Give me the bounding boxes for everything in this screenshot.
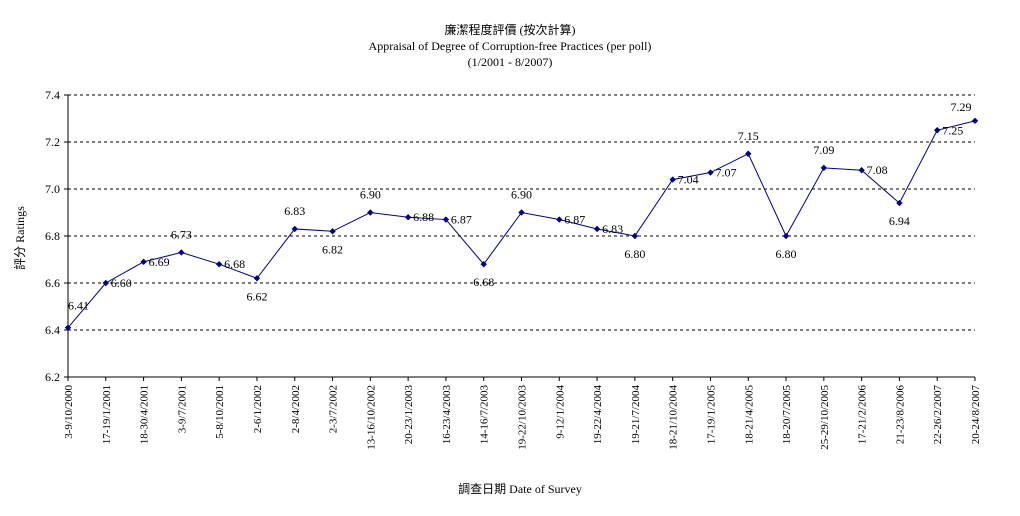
x-tick-label: 17-21/2/2006 (857, 385, 869, 445)
data-point (971, 117, 979, 125)
data-label: 6.41 (68, 299, 89, 313)
x-tick-label: 16-23/4/2003 (441, 385, 453, 445)
x-tick-label: 5-8/10/2001 (214, 385, 226, 439)
x-tick-label: 13-16/10/2002 (365, 385, 377, 450)
data-label: 6.82 (322, 242, 343, 256)
chart-title: 廉潔程度評價 (按次計算) (444, 23, 576, 37)
x-tick-label: 22-26/2/2007 (932, 385, 944, 445)
data-point (518, 209, 525, 216)
x-tick-label: 20-23/1/2003 (403, 385, 415, 445)
data-label: 6.87 (564, 213, 585, 227)
series-line (67, 120, 976, 328)
data-point (404, 214, 412, 221)
x-tick-label: 9-12/1/2004 (554, 385, 566, 439)
data-labels: 6.41 6.60 6.696.73 6.68 6.62 6.83 6.82 6.90 6.88… (68, 100, 972, 313)
x-tick-label: 3-9/7/2001 (176, 385, 188, 433)
data-point (934, 127, 941, 134)
y-tick-labels: 6.2 6.4 6.6 6.8 7.0 7.2 7.4 (45, 88, 60, 384)
data-label: 6.80 (776, 247, 797, 261)
y-tick-label: 6.6 (45, 276, 60, 290)
data-point (64, 324, 72, 331)
x-tick-label: 20-24/8/2007 (970, 385, 982, 445)
data-label: 7.07 (715, 166, 736, 180)
x-tick-label: 17-19/1/2001 (101, 385, 113, 444)
data-label: 6.83 (284, 204, 305, 218)
data-point (442, 216, 450, 223)
chart-subtitle: Appraisal of Degree of Corruption-free P… (368, 39, 652, 53)
data-label: 6.83 (602, 222, 623, 236)
data-label: 7.15 (738, 129, 759, 143)
x-tick-label: 2-8/4/2002 (290, 385, 302, 433)
x-tick-label: 19-22/4/2004 (592, 385, 604, 445)
data-point (707, 169, 714, 176)
gridlines (68, 94, 975, 331)
data-label: 6.94 (889, 214, 910, 228)
series (64, 117, 979, 331)
data-label: 6.68 (473, 275, 494, 289)
x-tick-label: 18-21/10/2004 (668, 385, 680, 450)
x-tick-label: 18-21/4/2005 (743, 385, 755, 445)
x-axis-title: 調查日期 Date of Survey (458, 482, 582, 496)
data-label: 6.68 (224, 257, 245, 271)
data-point (593, 225, 601, 233)
x-tick-label: 25-29/10/2005 (819, 385, 831, 450)
data-point (367, 209, 374, 216)
data-point (215, 261, 223, 268)
data-label: 7.25 (942, 123, 963, 137)
x-tick-label: 21-23/8/2006 (894, 385, 906, 445)
x-tick-label: 18-30/4/2001 (139, 385, 151, 444)
y-tick-label: 7.0 (45, 182, 60, 196)
data-label: 6.60 (111, 276, 132, 290)
data-point (253, 275, 261, 282)
y-tick-label: 7.4 (45, 88, 60, 102)
data-point (896, 199, 903, 207)
x-tick-label: 3-9/10/2000 (63, 385, 75, 439)
data-point (669, 176, 676, 183)
data-point (820, 164, 828, 172)
data-label: 6.87 (451, 213, 472, 227)
data-point (631, 232, 639, 240)
y-axis-title: 評分 Ratings (12, 206, 27, 270)
data-point (858, 167, 865, 174)
x-tick-label: 19-22/10/2003 (517, 385, 529, 450)
y-tick-label: 7.2 (45, 135, 60, 149)
data-label: 6.90 (360, 188, 381, 202)
data-point (480, 261, 487, 268)
data-label: 6.88 (413, 210, 434, 224)
x-tick-label: 19-21/7/2004 (630, 385, 642, 445)
data-point (102, 279, 109, 287)
data-label: 7.09 (813, 143, 834, 157)
data-label: 7.29 (951, 100, 972, 114)
y-tick-label: 6.4 (45, 323, 60, 337)
data-point (291, 225, 298, 233)
x-tick-label: 18-20/7/2005 (781, 385, 793, 445)
data-label: 7.04 (678, 173, 699, 187)
x-tick-labels: 3-9/10/2000 17-19/1/2001 18-30/4/2001 3-9/7… (63, 385, 982, 450)
data-label: 6.73 (171, 227, 192, 241)
data-label: 6.69 (149, 255, 170, 269)
data-point (140, 258, 147, 266)
x-tick-label: 2-3/7/2002 (328, 385, 340, 433)
x-tick-label: 2-6/1/2002 (252, 385, 264, 433)
x-tick-label: 17-19/1/2005 (705, 385, 717, 445)
axes (64, 94, 976, 381)
data-label: 7.08 (867, 163, 888, 177)
chart-title-block: 廉潔程度評價 (按次計算) Appraisal of Degree of Cor… (0, 22, 1020, 70)
data-point (782, 232, 790, 240)
data-point (745, 150, 752, 157)
y-tick-label: 6.8 (45, 229, 60, 243)
data-point (556, 216, 563, 223)
chart-period: (1/2001 - 8/2007) (467, 55, 553, 69)
data-label: 6.62 (246, 289, 267, 303)
x-tick-label: 14-16/7/2003 (479, 385, 491, 445)
data-point (329, 228, 336, 235)
y-tick-label: 6.2 (45, 370, 60, 384)
data-point (178, 249, 185, 256)
data-label: 6.80 (624, 247, 645, 261)
data-label: 6.90 (511, 188, 532, 202)
